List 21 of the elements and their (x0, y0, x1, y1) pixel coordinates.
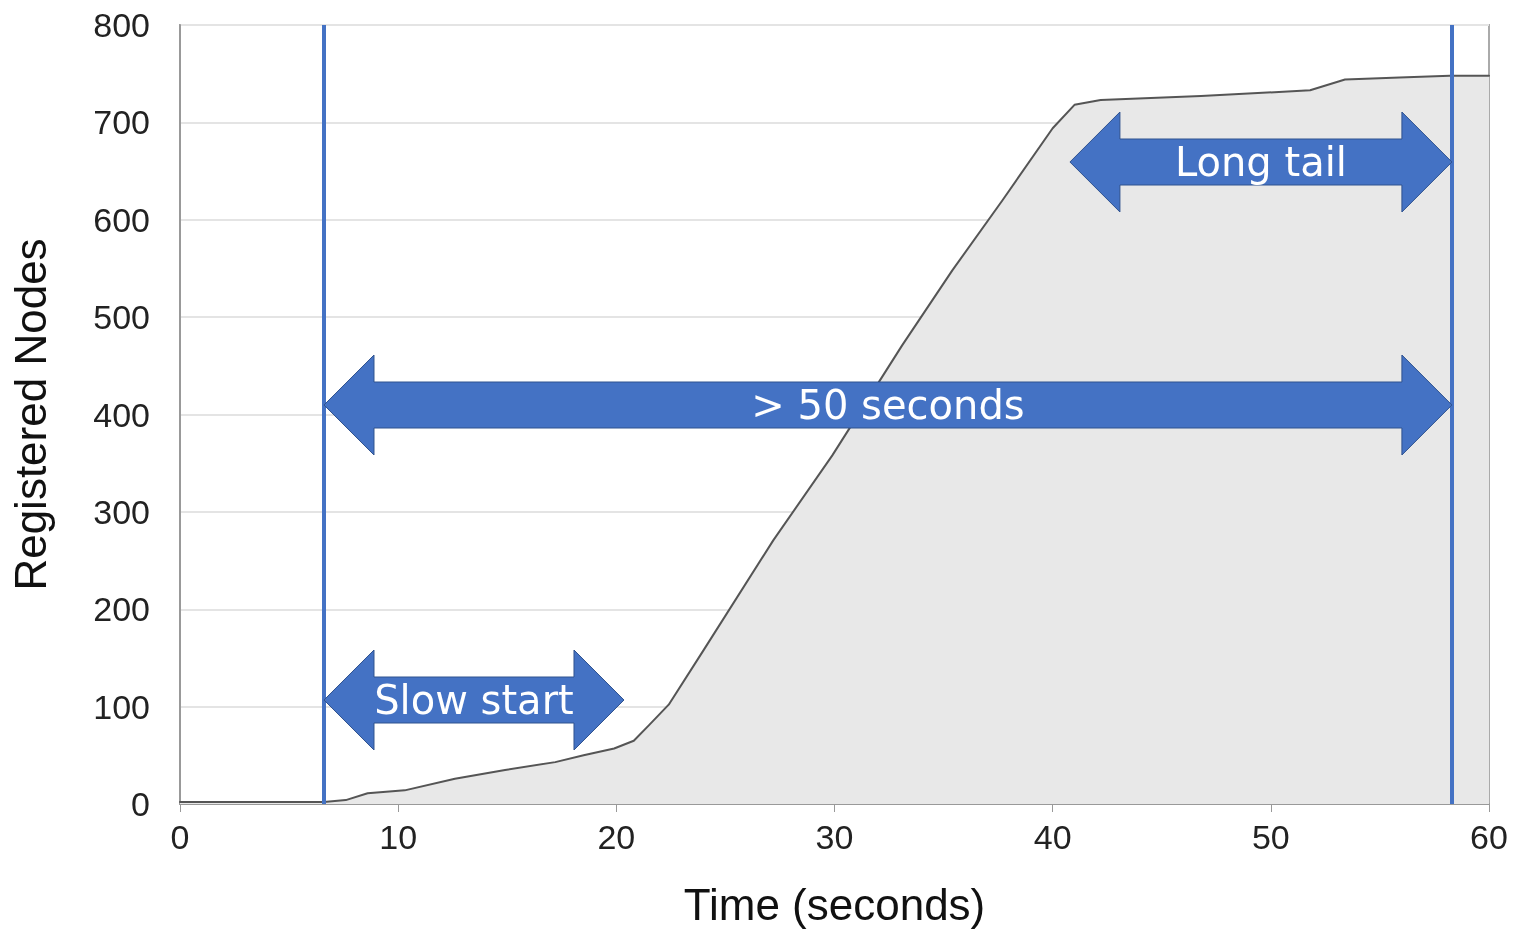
annotation: Long tail (1174, 139, 1347, 185)
y-tick-label: 200 (93, 590, 150, 629)
y-tick-label: 0 (131, 785, 150, 823)
annotation: Slow start (374, 677, 574, 723)
x-tick-label: 60 (1470, 818, 1508, 856)
y-tick-label: 400 (93, 395, 150, 434)
x-tick-label: 10 (379, 818, 418, 856)
x-tick-label: 50 (1251, 818, 1290, 856)
y-tick-label: 100 (93, 687, 150, 726)
y-tick-label: 300 (93, 492, 150, 531)
x-axis-title: Time (seconds) (683, 879, 986, 929)
y-tick-label: 600 (93, 200, 150, 239)
y-tick-label: 800 (93, 6, 150, 44)
x-tick-label: 40 (1033, 818, 1072, 856)
x-tick-label: 20 (597, 818, 636, 856)
x-tick-label: 0 (170, 818, 190, 856)
y-tick-label: 500 (93, 298, 150, 337)
y-axis-title: Registered Nodes (5, 238, 55, 591)
annotation: > 50 seconds (751, 382, 1025, 428)
x-tick-label: 30 (815, 818, 854, 856)
y-tick-label: 700 (93, 103, 150, 142)
